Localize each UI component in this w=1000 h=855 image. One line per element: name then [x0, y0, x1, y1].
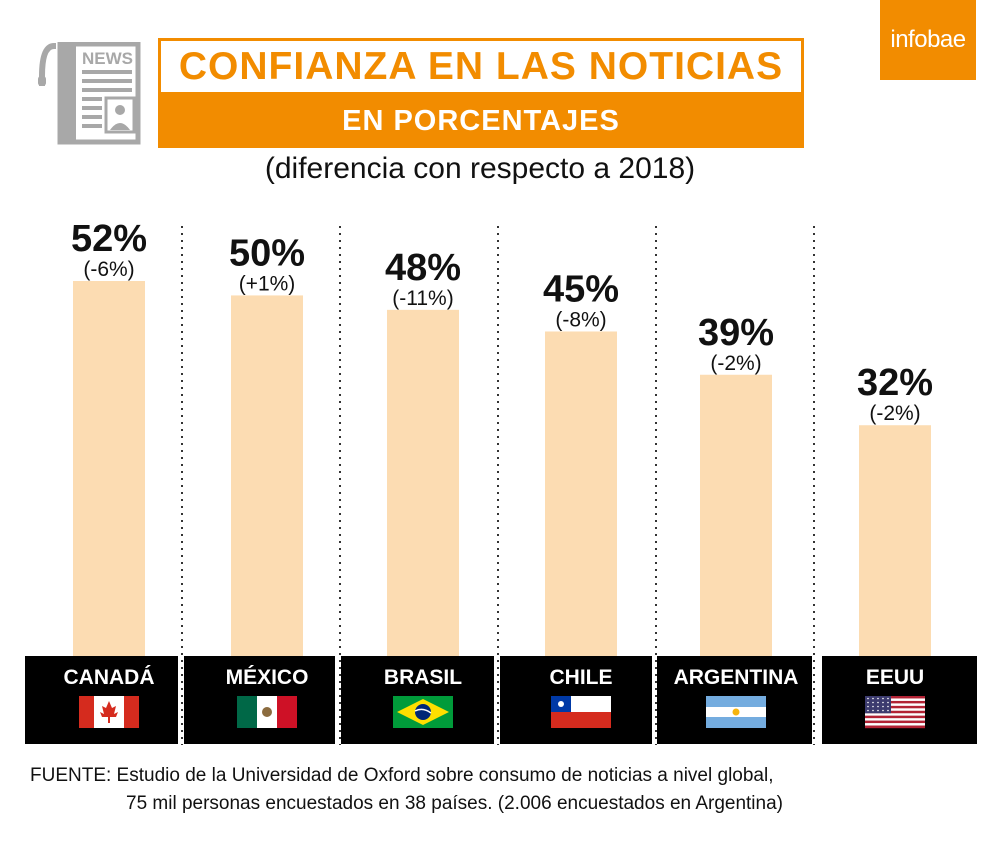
- newspaper-icon: NEWS: [38, 41, 142, 151]
- bar-5: [859, 425, 931, 656]
- mexico-flag: [237, 696, 297, 728]
- subtitle-box: EN PORCENTAJES: [158, 95, 804, 148]
- value-label-0: 52%: [71, 218, 147, 260]
- change-label-5: (-2%): [869, 402, 920, 425]
- category-label-4: ARGENTINA: [674, 666, 799, 689]
- category-label-2: BRASIL: [384, 666, 462, 689]
- bar-chart: 52%(-6%) CANADÁ 50%(+1%) MÉXICO 48%(-11%) BRA…: [25, 218, 977, 745]
- value-label-1: 50%: [229, 232, 305, 274]
- bar-3: [545, 331, 617, 656]
- category-label-1: MÉXICO: [226, 666, 309, 689]
- newspaper-icon-label: NEWS: [82, 49, 133, 68]
- change-label-3: (-8%): [555, 308, 606, 331]
- value-label-3: 45%: [543, 268, 619, 310]
- value-label-2: 48%: [385, 247, 461, 289]
- title-box: CONFIANZA EN LAS NOTICIAS: [158, 38, 804, 95]
- change-label-4: (-2%): [710, 352, 761, 375]
- chart-note: (diferencia con respecto a 2018): [264, 152, 696, 185]
- value-label-4: 39%: [698, 312, 774, 354]
- argentina-flag: [706, 696, 766, 728]
- brand-name: infobae: [890, 26, 966, 53]
- bar-1: [231, 295, 303, 656]
- category-label-3: CHILE: [550, 666, 613, 689]
- canada-flag: [79, 696, 139, 728]
- change-label-0: (-6%): [83, 258, 134, 281]
- chart-subtitle: EN PORCENTAJES: [342, 105, 620, 137]
- category-label-0: CANADÁ: [64, 666, 155, 689]
- source-line-2: 75 mil personas encuestados en 38 países…: [126, 793, 783, 814]
- value-label-5: 32%: [857, 362, 933, 404]
- chile-flag: [551, 696, 611, 728]
- change-label-1: (+1%): [239, 272, 296, 295]
- bar-2: [387, 309, 459, 656]
- category-label-5: EEUU: [866, 666, 924, 689]
- brazil-flag: [393, 696, 453, 728]
- brand-logo: infobae: [880, 0, 976, 80]
- source-line-1: FUENTE: Estudio de la Universidad de Oxf…: [30, 765, 774, 786]
- usa-flag: [865, 696, 925, 729]
- change-label-2: (-11%): [392, 287, 453, 310]
- chart-title: CONFIANZA EN LAS NOTICIAS: [178, 44, 784, 88]
- bar-4: [700, 374, 772, 656]
- bar-0: [73, 281, 145, 656]
